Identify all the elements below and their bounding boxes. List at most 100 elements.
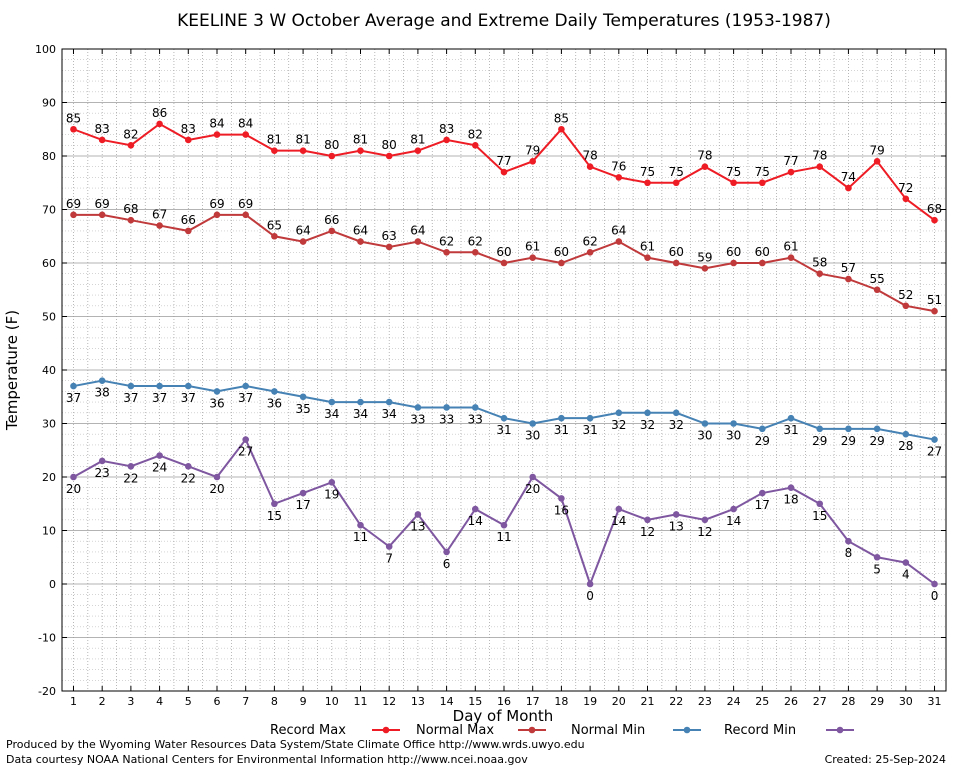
normal-min-point — [529, 420, 537, 427]
normal-min-point — [730, 420, 737, 427]
record-min-point — [471, 505, 479, 513]
normal-max-data-label: 61 — [640, 240, 655, 254]
x-tick-label: 23 — [698, 695, 712, 708]
normal-min-point — [156, 382, 163, 390]
record-min-data-label: 22 — [123, 471, 138, 485]
record-min-data-label: 24 — [152, 461, 167, 475]
y-tick-label: 90 — [42, 97, 56, 110]
record-min-data-label: 20 — [209, 482, 224, 496]
record-min-point — [385, 543, 393, 550]
normal-max-point — [873, 286, 881, 294]
normal-max-point — [672, 259, 680, 267]
record-min-point — [701, 516, 709, 524]
normal-min-data-label: 32 — [640, 418, 655, 432]
normal-min-data-label: 36 — [267, 396, 282, 410]
chart-title: KEELINE 3 W October Average and Extreme … — [177, 11, 831, 31]
y-tick-label: 30 — [42, 418, 56, 431]
normal-min-point — [471, 404, 479, 411]
normal-max-point — [357, 238, 364, 245]
normal-max-point — [500, 259, 508, 267]
normal-min-point — [271, 388, 278, 395]
normal-min-data-label: 30 — [525, 429, 540, 443]
record-max-data-label: 78 — [582, 149, 597, 163]
record-max-data-label: 78 — [812, 149, 827, 163]
record-min-data-label: 14 — [726, 514, 741, 528]
normal-min-data-label: 38 — [95, 386, 110, 400]
normal-max-point — [701, 265, 709, 272]
series-normal-max: 69 69 68 67 66 69 69 65 64 66 64 63 64 62 62 60 61 60 62 64… — [66, 197, 942, 315]
normal-min-point — [816, 425, 824, 433]
record-max-data-label: 78 — [697, 149, 712, 163]
normal-min-data-label: 37 — [152, 391, 167, 405]
x-tick-label: 10 — [325, 695, 339, 708]
y-tick-label: -20 — [38, 685, 56, 698]
legend-label-normal-max: Normal Max — [416, 723, 494, 738]
record-min-point — [184, 463, 192, 470]
record-max-point — [558, 125, 565, 133]
legend-label-record-min: Record Min — [724, 723, 796, 738]
footer-created-date: Created: 25-Sep-2024 — [825, 753, 946, 766]
record-min-point — [443, 548, 450, 556]
record-min-data-label: 11 — [353, 530, 368, 544]
x-tick-label: 27 — [813, 695, 827, 708]
normal-max-data-label: 62 — [468, 234, 483, 248]
footer-credit-line1: Produced by the Wyoming Water Resources … — [6, 738, 585, 751]
normal-min-data-label: 33 — [410, 412, 425, 426]
normal-min-point — [902, 430, 910, 438]
record-max-data-label: 81 — [295, 133, 310, 147]
normal-max-point — [414, 238, 422, 245]
footer-credit-line2: Data courtesy NOAA National Centers for … — [6, 753, 528, 766]
record-max-point — [299, 147, 307, 154]
normal-min-point — [558, 414, 565, 422]
normal-max-data-label: 69 — [95, 197, 110, 211]
record-max-data-label: 77 — [783, 154, 798, 168]
y-tick-label: 20 — [42, 471, 56, 484]
record-min-data-label: 12 — [697, 525, 712, 539]
record-max-data-label: 86 — [152, 106, 167, 120]
normal-min-data-label: 30 — [726, 429, 741, 443]
record-min-point — [328, 479, 336, 486]
normal-max-point — [586, 249, 594, 256]
normal-min-point — [299, 393, 307, 401]
normal-max-point — [242, 211, 249, 219]
normal-min-point — [500, 414, 508, 422]
record-max-data-label: 75 — [755, 165, 770, 179]
record-min-point — [271, 500, 278, 508]
x-tick-label: 14 — [440, 695, 454, 708]
record-min-data-label: 27 — [238, 445, 253, 459]
normal-max-data-label: 60 — [669, 245, 684, 259]
normal-min-data-label: 34 — [382, 407, 397, 421]
record-max-point — [759, 179, 766, 187]
normal-max-data-label: 57 — [841, 261, 856, 275]
normal-min-data-label: 29 — [755, 434, 770, 448]
record-max-data-label: 76 — [611, 159, 626, 173]
x-tick-label: 21 — [641, 695, 655, 708]
series-record-min: 20 23 22 24 22 20 27 15 17 19 11 7 13 6 14 11 20 16 0 14 12 1… — [66, 436, 938, 603]
normal-max-data-label: 60 — [554, 245, 569, 259]
normal-min-point — [931, 436, 938, 443]
record-min-point — [902, 559, 910, 566]
x-tick-label: 6 — [213, 695, 220, 708]
record-max-point — [70, 125, 77, 133]
x-tick-label: 2 — [99, 695, 106, 708]
record-min-data-label: 4 — [902, 568, 910, 582]
normal-max-point — [644, 254, 651, 261]
normal-min-data-label: 36 — [209, 396, 224, 410]
record-max-point — [184, 136, 192, 144]
record-max-data-label: 75 — [669, 165, 684, 179]
normal-max-data-label: 58 — [812, 256, 827, 270]
normal-max-point — [443, 249, 450, 256]
normal-min-data-label: 37 — [66, 391, 81, 405]
record-min-data-label: 11 — [496, 530, 511, 544]
record-min-data-label: 17 — [755, 498, 770, 512]
y-tick-label: 100 — [35, 43, 56, 56]
y-tick-label: 80 — [42, 150, 56, 163]
normal-max-point — [70, 211, 77, 219]
normal-min-point — [70, 382, 77, 390]
record-max-data-label: 68 — [927, 202, 942, 216]
normal-min-data-label: 29 — [841, 434, 856, 448]
record-max-point — [213, 131, 221, 138]
record-max-data-label: 83 — [439, 122, 454, 136]
normal-min-point — [615, 409, 623, 417]
normal-max-data-label: 67 — [152, 208, 167, 222]
